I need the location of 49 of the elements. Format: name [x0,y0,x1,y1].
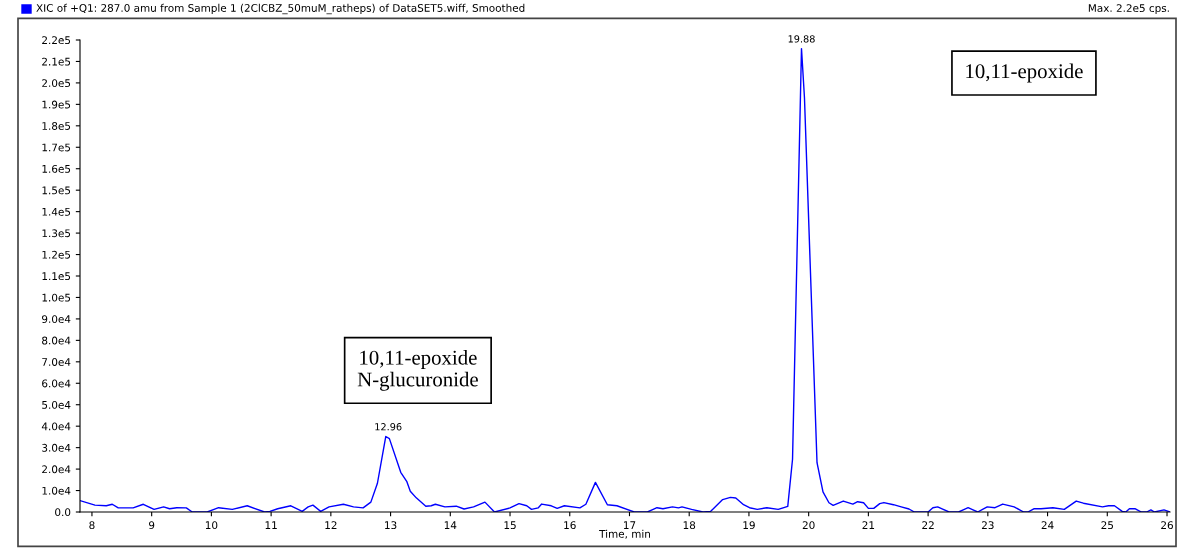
y-tick-label: 1.9e5 [42,100,71,109]
x-tick-label: 22 [922,521,934,529]
y-tick-label: 7.0e4 [42,358,71,366]
x-tick-label: 13 [385,521,397,530]
x-tick-label: 14 [444,521,457,529]
x-tick-label: 9 [149,521,155,530]
y-tick-label: 1.4e5 [42,208,71,216]
y-tick-label: 1.0e5 [42,293,71,302]
x-tick-label: 20 [802,521,815,530]
y-tick-label: 1.1e5 [42,272,71,281]
x-tick-label: 19 [743,521,755,530]
y-tick-label: 1.6e5 [42,164,71,173]
x-tick-label: 17 [624,521,636,529]
x-tick-label: 18 [683,521,696,530]
y-tick-label: 4.0e4 [41,422,71,431]
y-tick-label: 2.0e5 [42,79,71,88]
annotation: 10,11-epoxide N-glucuronide [357,350,478,391]
y-tick-label: 6.0e4 [42,379,71,388]
x-tick-label: 24 [1041,521,1054,529]
chart-title: XIC of +Q1: 287.0 amu from Sample 1 (2ClCBZ_50muM_ratheps) of DataSET5.wiff, Smoothed [36,3,525,15]
x-tick-label: 10 [205,521,218,530]
x-tick-label: 15 [504,521,516,530]
x-tick-label: 26 [1161,521,1173,530]
x-axis-title: Time, min [599,529,650,539]
y-tick-label: 5.0e4 [42,400,71,409]
y-tick-label: 0.0 [55,508,71,517]
text: Max. 2.2e5 cps. [1088,4,1169,15]
y-tick-label: 9.0e4 [42,315,71,324]
y-tick-label: 3.0e4 [42,443,71,452]
x-tick-label: 11 [265,521,277,529]
y-tick-label: 1.7e5 [42,143,71,152]
y-tick-label: 2.1e5 [42,57,71,66]
x-tick-label: 25 [1101,521,1114,530]
y-tick-label: 2.2e5 [42,36,71,45]
annotation: 12.96 [375,423,402,431]
y-tick-label: 8.0e4 [42,336,71,345]
annotation: 19.88 [788,35,815,43]
x-tick-label: 8 [89,521,95,530]
y-tick-label: 1.5e5 [42,186,71,195]
x-tick-label: 16 [564,521,576,530]
x-tick-label: 12 [325,521,337,529]
y-tick-label: 1.0e4 [42,486,71,495]
y-tick-label: 2.0e4 [42,465,71,474]
y-tick-label: 1.8e5 [42,122,71,130]
y-tick-label: 1.3e5 [42,229,71,238]
x-tick-label: 23 [981,521,994,530]
x-tick-label: 21 [862,521,875,529]
annotation: 10,11-epoxide [966,63,1083,83]
y-tick-label: 1.2e5 [42,250,71,259]
